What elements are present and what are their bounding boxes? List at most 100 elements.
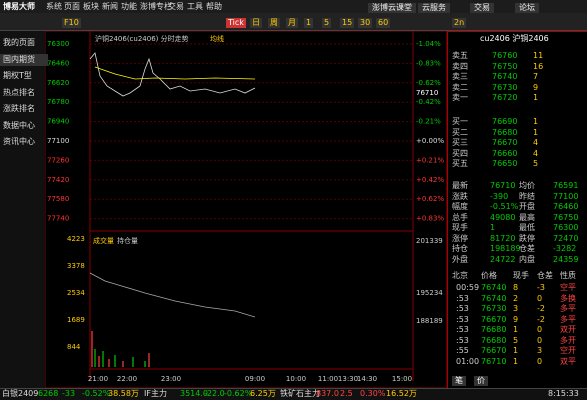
sidebar-item[interactable]: 涨跌排名 <box>3 104 35 113</box>
menu-item[interactable]: 新闻 <box>102 2 118 11</box>
tool-button[interactable]: 周 <box>268 18 280 28</box>
book-volume: 5 <box>533 159 539 168</box>
tick-cell: 多平 <box>560 314 576 324</box>
tick-cell: :53 <box>456 325 469 334</box>
tool-button[interactable]: Tick <box>226 18 246 28</box>
stat-value: 1 <box>490 223 496 232</box>
stat-label: 内盘 <box>519 254 535 264</box>
tool-button[interactable]: F10 <box>62 18 81 28</box>
price-tick: 76460 <box>47 59 69 67</box>
stat-label: 最高 <box>519 212 535 222</box>
menu-item[interactable]: 功能 <box>121 2 137 11</box>
book-label: 卖四 <box>452 61 468 71</box>
pct-tick: -0.62% <box>416 79 441 87</box>
pct-tick: +0.83% <box>416 215 444 223</box>
tool-button[interactable]: 60 <box>376 18 391 28</box>
sidebar-item[interactable]: 期权T型 <box>3 71 32 80</box>
stat-value: 81720 <box>490 233 516 243</box>
volume-tick: 2534 <box>67 289 85 297</box>
quote-header: cu2406 沪铜2406 <box>480 34 549 43</box>
tick-cell: 3 <box>537 346 543 355</box>
tool-button[interactable]: 5 <box>322 18 332 28</box>
book-volume: 1 <box>533 117 539 126</box>
stat-value: 72470 <box>553 233 579 243</box>
sidebar-item[interactable]: 数据中心 <box>3 120 35 130</box>
stat-value: 76591 <box>553 181 579 190</box>
book-label: 卖二 <box>452 82 468 92</box>
pct-tick: -0.21% <box>416 118 441 126</box>
tick-cell: -2 <box>537 314 545 324</box>
pct-tick: +0.00% <box>416 137 444 145</box>
sidebar-item[interactable]: 热点排名 <box>3 87 35 97</box>
chart-panel: 沪铜2406(cu2406) 分时走势 均线 76300 -1.04% 76460 -0.… <box>45 31 447 388</box>
tick-cell: 空平 <box>560 283 576 292</box>
menu-button[interactable]: 论坛 <box>515 3 539 13</box>
menu-item[interactable]: 板块 <box>83 2 99 11</box>
tool-button[interactable]: 2n <box>452 18 467 28</box>
oi-tick: 188189 <box>416 317 443 325</box>
frame <box>45 31 447 388</box>
tick-cell: 双开 <box>560 325 576 334</box>
book-volume: 4 <box>533 148 539 158</box>
book-price: 76650 <box>492 159 518 168</box>
tick-header: 仓差 <box>537 271 553 280</box>
tool-button[interactable]: 30 <box>358 18 373 28</box>
menu-item[interactable]: 交易 <box>168 2 184 11</box>
sidebar-item[interactable]: 国内期货 <box>0 53 48 66</box>
status-cell: 16.52万 <box>386 389 417 398</box>
tick-cell: 5 <box>513 335 519 345</box>
stat-label: 跌停 <box>519 233 535 243</box>
sidebar-item[interactable]: 资讯中心 <box>3 137 35 146</box>
menu-item[interactable]: 页面 <box>64 2 80 11</box>
tool-button[interactable]: 1 <box>304 18 314 28</box>
menu-item[interactable]: 帮助 <box>206 2 222 11</box>
tick-cell: :53 <box>456 335 469 345</box>
book-price: 76720 <box>492 93 518 102</box>
stat-value: -390 <box>490 191 509 201</box>
menu-button[interactable]: 澎博云课堂 <box>368 3 416 13</box>
tick-cell: 3 <box>513 304 519 313</box>
menu-item[interactable]: 澎博专栏 <box>140 2 172 11</box>
stat-label: 开盘 <box>519 202 535 211</box>
sidebar-item[interactable]: 我的页面 <box>3 38 35 47</box>
quote-tab[interactable]: 笔 <box>452 376 466 386</box>
clock: 8:15:33 <box>548 389 579 398</box>
tick-cell: 76710 <box>481 356 507 366</box>
book-volume: 11 <box>533 51 544 60</box>
menu-item[interactable]: 工具 <box>187 2 203 11</box>
time-tick: 14:30 <box>357 375 377 383</box>
book-label: 卖一 <box>452 93 468 102</box>
menu-button[interactable]: 云服务 <box>418 3 450 13</box>
time-tick: 09:00 <box>245 375 265 383</box>
tool-button[interactable]: 15 <box>340 18 355 28</box>
tick-header: 价格 <box>481 271 497 280</box>
tool-button[interactable]: 月 <box>286 18 298 28</box>
tick-cell: 76670 <box>481 346 507 355</box>
book-price: 76730 <box>492 82 518 92</box>
stat-label: 幅度 <box>452 202 468 211</box>
oi-tick: 201339 <box>416 237 443 245</box>
tick-cell: :55 <box>456 346 469 355</box>
stat-label: 昨结 <box>519 191 535 201</box>
tick-cell: 双平 <box>560 356 576 366</box>
sidebar <box>0 31 46 388</box>
pct-tick: +0.21% <box>416 156 444 164</box>
book-volume: 9 <box>533 82 539 92</box>
stat-label: 均价 <box>519 181 535 190</box>
stat-label: 现手 <box>452 223 468 232</box>
menu-item[interactable]: 系统 <box>46 2 62 11</box>
tool-button[interactable]: 日 <box>250 18 262 28</box>
tick-cell: 多换 <box>560 293 576 303</box>
tick-cell: 多平 <box>560 304 576 313</box>
tick-header: 性质 <box>560 271 576 280</box>
tick-cell: 76740 <box>481 283 507 292</box>
tick-cell: 1 <box>513 346 519 355</box>
volume-tick: 844 <box>67 343 81 351</box>
time-tick: 21:00 <box>88 375 108 383</box>
status-cell: -22.0 <box>204 389 225 398</box>
book-label: 卖五 <box>452 51 468 60</box>
status-cell: 0.30% <box>360 389 386 398</box>
book-price: 76750 <box>492 61 518 71</box>
menu-button[interactable]: 交易 <box>470 3 494 13</box>
quote-tab[interactable]: 价 <box>474 376 488 386</box>
